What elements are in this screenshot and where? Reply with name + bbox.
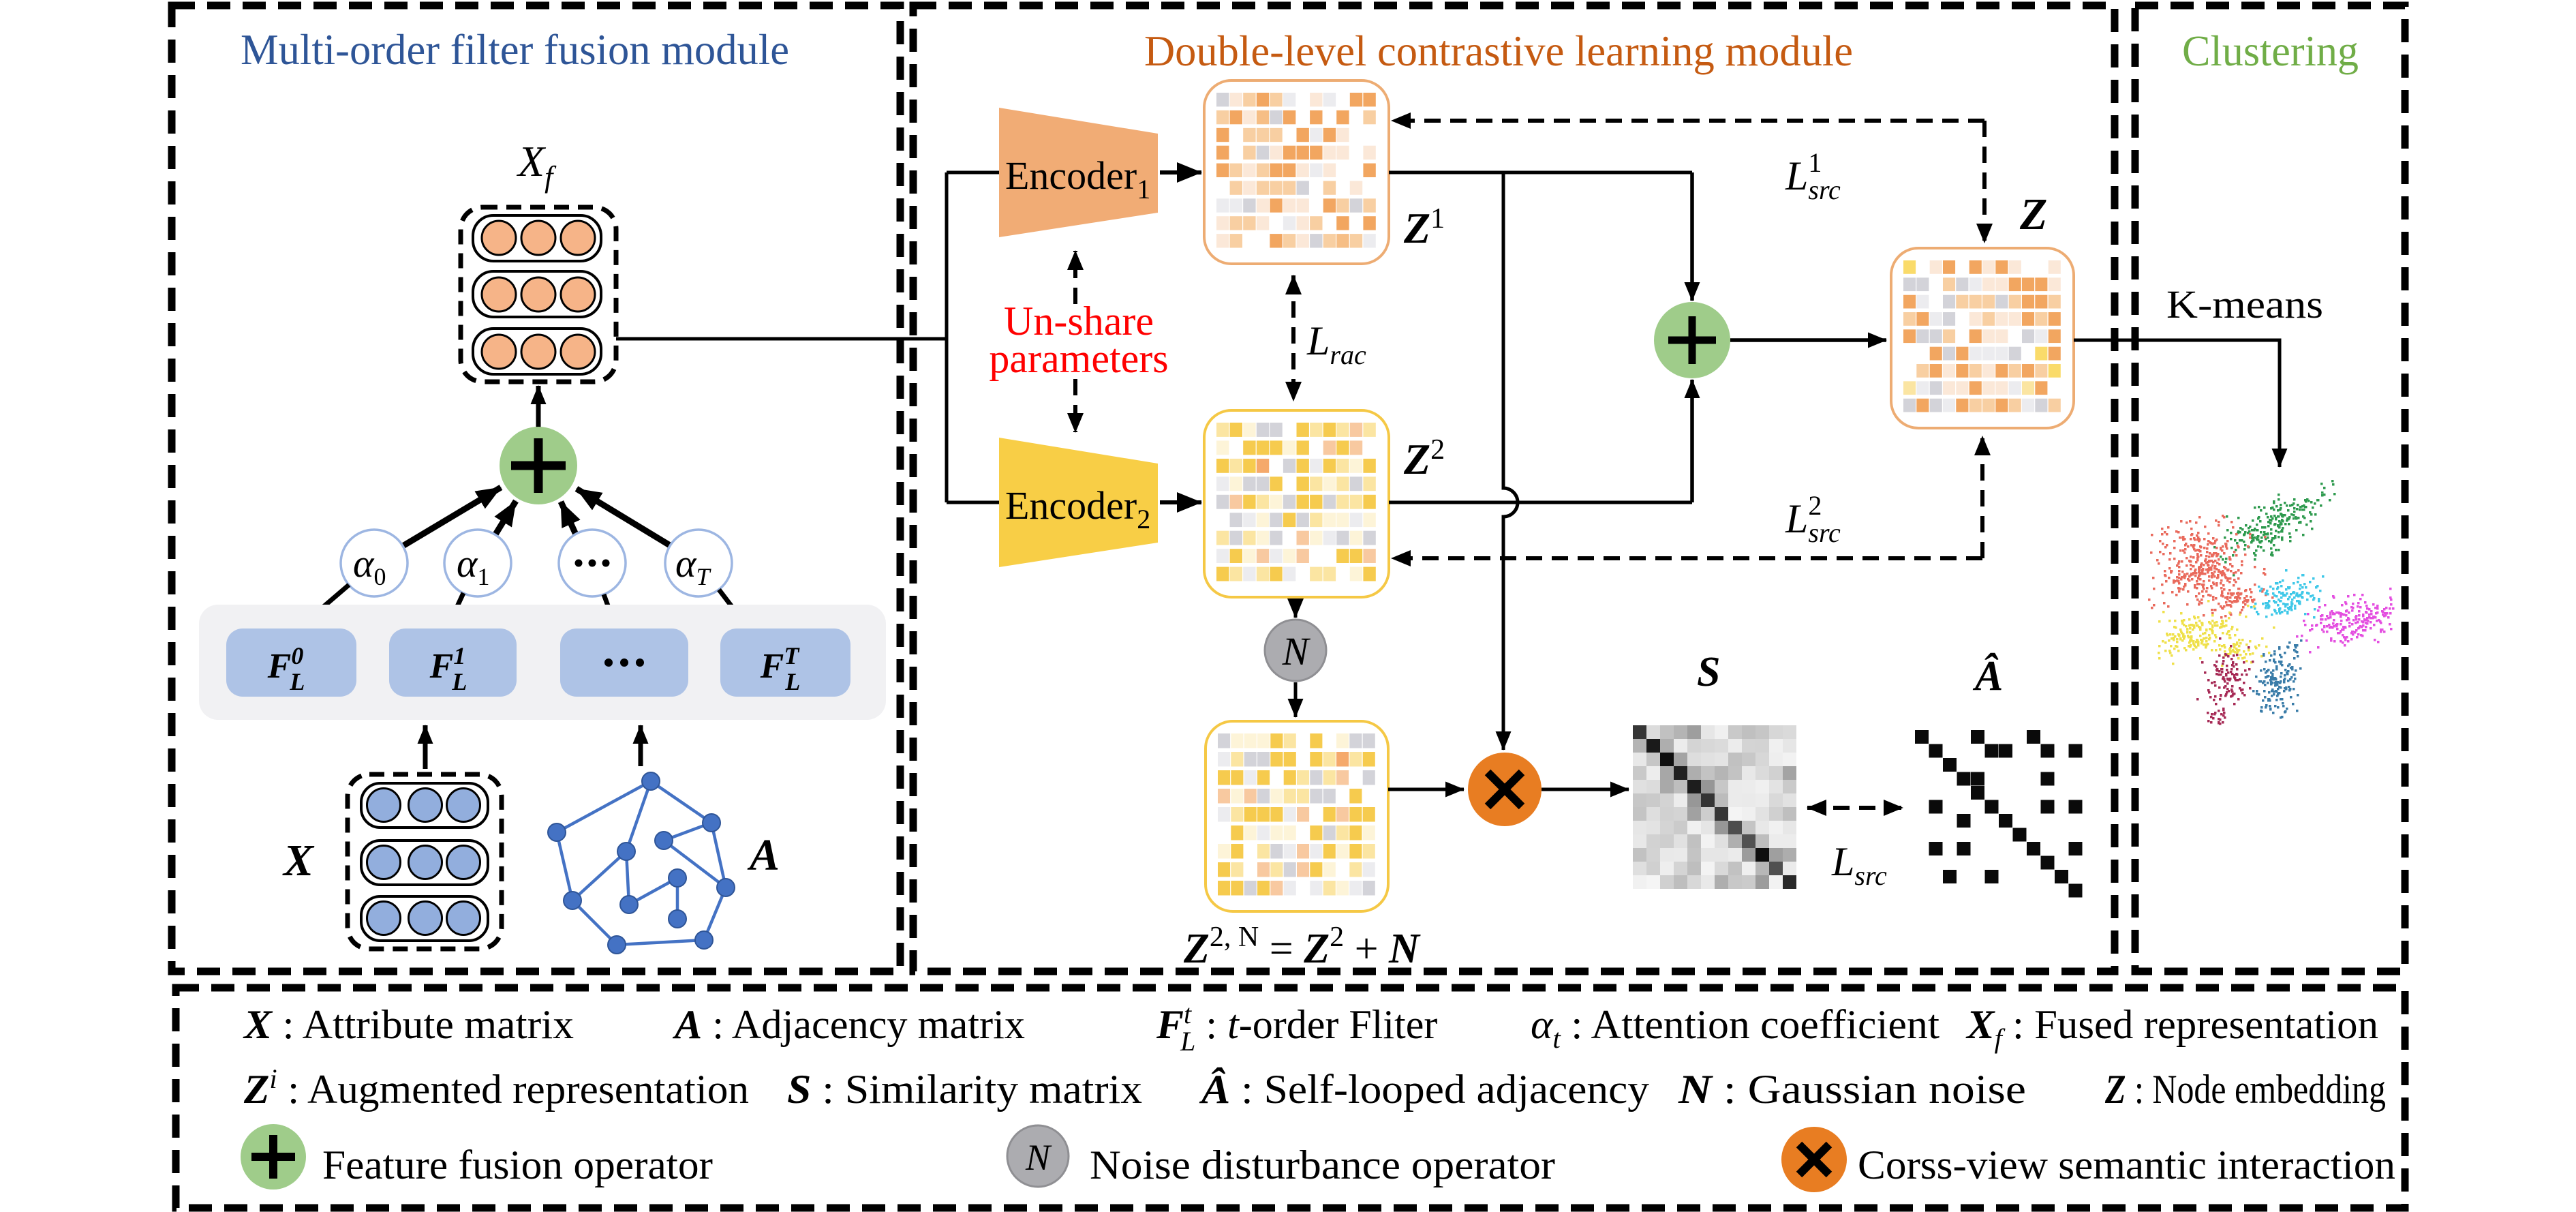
svg-text:Noise disturbance operator: Noise disturbance operator [1090,1142,1555,1187]
svg-text:K-means: K-means [2166,282,2323,327]
svg-text:Un-share: Un-share [1004,299,1154,344]
svg-text:Multi-order filter fusion modu: Multi-order filter fusion module [241,25,789,74]
svg-text:Z: Z [2019,190,2047,239]
svg-text:Z : Node embedding: Z : Node embedding [2104,1067,2386,1112]
svg-text:X : Attribute matrix: X : Attribute matrix [243,1002,574,1047]
svg-text:Encoder1: Encoder1 [1005,153,1150,204]
svg-text:Encoder2: Encoder2 [1005,483,1150,534]
svg-text:N: N [1282,629,1311,673]
svg-text:Zi : Augmented representation: Zi : Augmented representation [243,1063,749,1112]
svg-text:N : Gaussian noise: N : Gaussian noise [1678,1067,2026,1112]
svg-text:A: A [747,830,780,880]
svg-text:N: N [1025,1137,1052,1178]
svg-text:Â : Self-looped adjacency: Â : Self-looped adjacency [1199,1067,1649,1112]
svg-text:X: X [282,836,315,885]
svg-text:A : Adjacency matrix: A : Adjacency matrix [672,1002,1025,1047]
svg-text:Clustering: Clustering [2182,27,2359,75]
svg-text:Z2: Z2 [1403,434,1445,483]
svg-text:S: S [1697,649,1720,695]
svg-text:parameters: parameters [989,336,1168,381]
svg-text:Â: Â [1972,653,2003,699]
svg-text:Corss-view semantic interactio: Corss-view semantic interaction [1858,1142,2395,1187]
svg-text:α1: α1 [457,541,489,590]
svg-text:αt : Attention coefficient: αt : Attention coefficient [1531,1002,1939,1054]
svg-text:Xf : Fused representation: Xf : Fused representation [1965,1002,2378,1054]
svg-text:Double-level contrastive learn: Double-level contrastive learning module [1144,27,1853,75]
svg-text:FtL : t-order Fliter: Ft L : t-order Fliter [1156,999,1437,1057]
svg-text:Feature fusion operator: Feature fusion operator [322,1142,713,1187]
svg-text:S : Similarity matrix: S : Similarity matrix [787,1067,1142,1112]
